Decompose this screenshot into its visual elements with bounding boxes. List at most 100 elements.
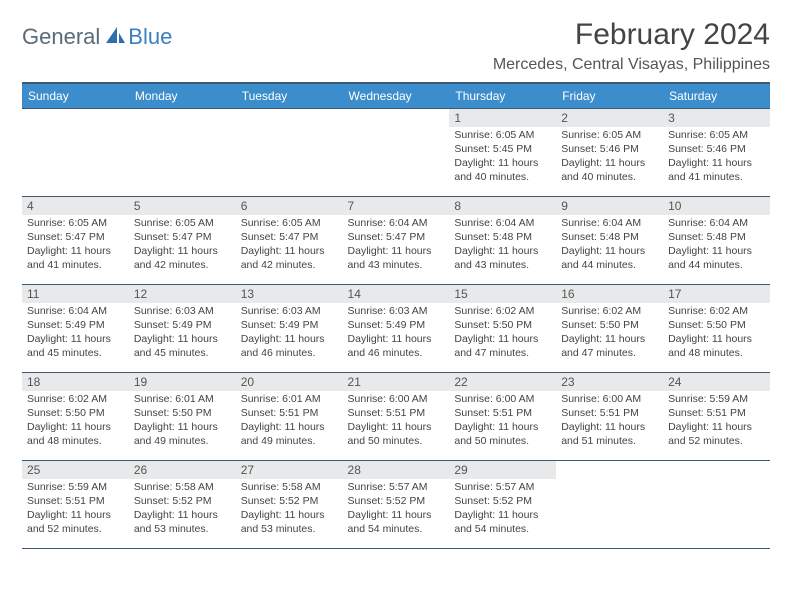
location-text: Mercedes, Central Visayas, Philippines — [493, 56, 770, 74]
day-line: Sunrise: 6:01 AM — [241, 393, 338, 407]
calendar-row: 25Sunrise: 5:59 AMSunset: 5:51 PMDayligh… — [22, 461, 770, 549]
day-line: Daylight: 11 hours — [348, 333, 445, 347]
day-number: 18 — [22, 373, 129, 391]
day-line: and 40 minutes. — [561, 171, 658, 185]
calendar-cell: 21Sunrise: 6:00 AMSunset: 5:51 PMDayligh… — [343, 373, 450, 461]
day-line: and 42 minutes. — [134, 259, 231, 273]
day-line: Sunrise: 6:04 AM — [561, 217, 658, 231]
day-line: and 44 minutes. — [561, 259, 658, 273]
day-line: Daylight: 11 hours — [454, 245, 551, 259]
day-line: Sunset: 5:48 PM — [454, 231, 551, 245]
day-line: and 50 minutes. — [454, 435, 551, 449]
day-number: 17 — [663, 285, 770, 303]
day-content: Sunrise: 6:02 AMSunset: 5:50 PMDaylight:… — [449, 303, 556, 363]
day-line: Sunrise: 6:04 AM — [668, 217, 765, 231]
day-line: Sunset: 5:49 PM — [134, 319, 231, 333]
page-title: February 2024 — [493, 18, 770, 52]
day-line: Sunrise: 6:02 AM — [561, 305, 658, 319]
day-line: Daylight: 11 hours — [454, 421, 551, 435]
day-content: Sunrise: 6:03 AMSunset: 5:49 PMDaylight:… — [343, 303, 450, 363]
day-line: Daylight: 11 hours — [454, 333, 551, 347]
day-number: 2 — [556, 109, 663, 127]
day-content: Sunrise: 5:59 AMSunset: 5:51 PMDaylight:… — [22, 479, 129, 539]
day-content: Sunrise: 6:05 AMSunset: 5:46 PMDaylight:… — [663, 127, 770, 187]
calendar-cell: 25Sunrise: 5:59 AMSunset: 5:51 PMDayligh… — [22, 461, 129, 549]
day-line: Daylight: 11 hours — [668, 245, 765, 259]
calendar-cell: 17Sunrise: 6:02 AMSunset: 5:50 PMDayligh… — [663, 285, 770, 373]
day-line: Daylight: 11 hours — [668, 421, 765, 435]
day-line: Sunrise: 6:03 AM — [241, 305, 338, 319]
day-number: 19 — [129, 373, 236, 391]
weekday-header: Tuesday — [236, 83, 343, 109]
day-line: Sunrise: 6:05 AM — [241, 217, 338, 231]
day-line: and 45 minutes. — [134, 347, 231, 361]
day-number — [663, 461, 770, 479]
day-line: and 53 minutes. — [134, 523, 231, 537]
day-line: Sunset: 5:49 PM — [27, 319, 124, 333]
day-line: Daylight: 11 hours — [27, 509, 124, 523]
day-line: Daylight: 11 hours — [134, 421, 231, 435]
day-line: Sunset: 5:52 PM — [454, 495, 551, 509]
day-number: 11 — [22, 285, 129, 303]
calendar-cell: 10Sunrise: 6:04 AMSunset: 5:48 PMDayligh… — [663, 197, 770, 285]
day-number: 13 — [236, 285, 343, 303]
day-line: Daylight: 11 hours — [134, 333, 231, 347]
day-line: Daylight: 11 hours — [561, 245, 658, 259]
day-number: 12 — [129, 285, 236, 303]
day-line: Daylight: 11 hours — [348, 245, 445, 259]
day-number: 8 — [449, 197, 556, 215]
day-line: Sunrise: 6:04 AM — [454, 217, 551, 231]
day-line: and 48 minutes. — [27, 435, 124, 449]
day-line: Sunrise: 5:59 AM — [668, 393, 765, 407]
calendar-cell — [236, 109, 343, 197]
day-number: 7 — [343, 197, 450, 215]
day-number: 28 — [343, 461, 450, 479]
day-number: 23 — [556, 373, 663, 391]
day-number: 25 — [22, 461, 129, 479]
day-line: and 53 minutes. — [241, 523, 338, 537]
day-number: 4 — [22, 197, 129, 215]
day-line: Sunset: 5:46 PM — [668, 143, 765, 157]
day-line: Daylight: 11 hours — [27, 245, 124, 259]
logo-text-blue: Blue — [128, 24, 172, 50]
day-number: 9 — [556, 197, 663, 215]
day-line: Sunset: 5:47 PM — [27, 231, 124, 245]
day-line: Daylight: 11 hours — [27, 421, 124, 435]
day-line: Sunrise: 6:03 AM — [348, 305, 445, 319]
day-line: Daylight: 11 hours — [241, 421, 338, 435]
day-content: Sunrise: 6:04 AMSunset: 5:49 PMDaylight:… — [22, 303, 129, 363]
day-number — [556, 461, 663, 479]
day-line: Daylight: 11 hours — [241, 245, 338, 259]
day-line: Daylight: 11 hours — [668, 157, 765, 171]
day-line: Sunrise: 6:02 AM — [27, 393, 124, 407]
calendar-cell: 1Sunrise: 6:05 AMSunset: 5:45 PMDaylight… — [449, 109, 556, 197]
day-line: Sunset: 5:48 PM — [561, 231, 658, 245]
day-line: Sunset: 5:51 PM — [241, 407, 338, 421]
day-content: Sunrise: 6:04 AMSunset: 5:48 PMDaylight:… — [556, 215, 663, 275]
calendar-cell: 28Sunrise: 5:57 AMSunset: 5:52 PMDayligh… — [343, 461, 450, 549]
day-line: Sunrise: 6:05 AM — [454, 129, 551, 143]
day-line: Sunrise: 6:05 AM — [668, 129, 765, 143]
day-line: and 48 minutes. — [668, 347, 765, 361]
day-number — [343, 109, 450, 127]
day-line: and 44 minutes. — [668, 259, 765, 273]
day-content: Sunrise: 5:57 AMSunset: 5:52 PMDaylight:… — [449, 479, 556, 539]
day-line: Daylight: 11 hours — [454, 157, 551, 171]
day-line: Daylight: 11 hours — [348, 509, 445, 523]
day-line: Daylight: 11 hours — [134, 509, 231, 523]
day-line: and 41 minutes. — [668, 171, 765, 185]
day-line: and 46 minutes. — [348, 347, 445, 361]
day-line: Sunrise: 5:58 AM — [241, 481, 338, 495]
day-line: Sunrise: 6:03 AM — [134, 305, 231, 319]
day-content: Sunrise: 6:05 AMSunset: 5:46 PMDaylight:… — [556, 127, 663, 187]
weekday-header: Friday — [556, 83, 663, 109]
weekday-header-row: Sunday Monday Tuesday Wednesday Thursday… — [22, 83, 770, 109]
day-content: Sunrise: 6:00 AMSunset: 5:51 PMDaylight:… — [343, 391, 450, 451]
day-content: Sunrise: 6:05 AMSunset: 5:47 PMDaylight:… — [236, 215, 343, 275]
day-content: Sunrise: 6:00 AMSunset: 5:51 PMDaylight:… — [449, 391, 556, 451]
day-content: Sunrise: 6:01 AMSunset: 5:51 PMDaylight:… — [236, 391, 343, 451]
calendar-row: 4Sunrise: 6:05 AMSunset: 5:47 PMDaylight… — [22, 197, 770, 285]
day-number: 29 — [449, 461, 556, 479]
day-content: Sunrise: 6:02 AMSunset: 5:50 PMDaylight:… — [556, 303, 663, 363]
calendar-cell: 24Sunrise: 5:59 AMSunset: 5:51 PMDayligh… — [663, 373, 770, 461]
